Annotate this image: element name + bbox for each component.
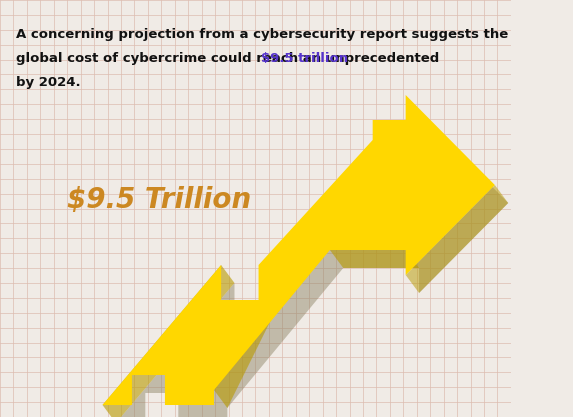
Text: global cost of cybercrime could reach an unprecedented: global cost of cybercrime could reach an… [16, 52, 444, 65]
Text: $9.5 trillion: $9.5 trillion [261, 52, 348, 65]
Polygon shape [214, 300, 272, 408]
Polygon shape [103, 265, 234, 417]
Polygon shape [330, 250, 419, 268]
Polygon shape [406, 185, 508, 293]
Text: $9.5 Trillion: $9.5 Trillion [67, 186, 251, 214]
Polygon shape [69, 113, 508, 417]
Polygon shape [55, 95, 495, 405]
Text: by 2024.: by 2024. [16, 76, 81, 89]
Text: A concerning projection from a cybersecurity report suggests the: A concerning projection from a cybersecu… [16, 28, 508, 41]
